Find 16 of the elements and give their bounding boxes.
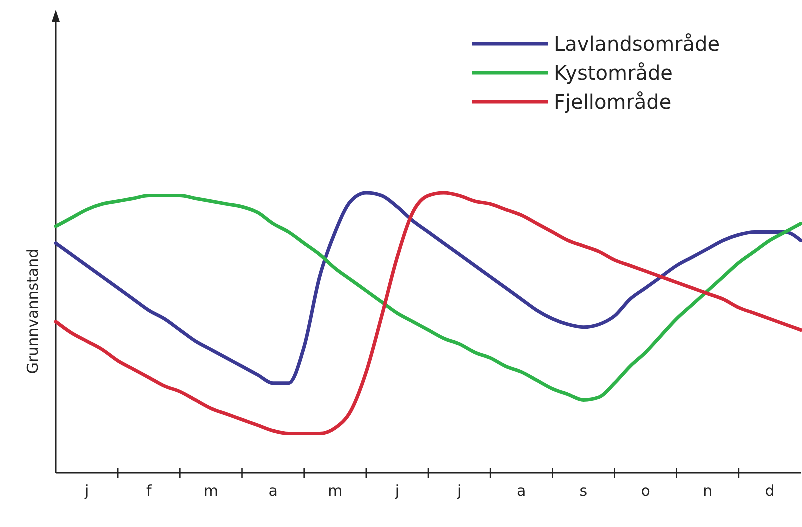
y-axis-title: Grunnvannstand <box>24 248 42 374</box>
x-tick-label: m <box>328 482 343 500</box>
x-tick-label: m <box>204 482 219 500</box>
legend-label: Lavlandsområde <box>554 32 720 56</box>
legend-label: Kystområde <box>554 61 673 85</box>
legend-label: Fjellområde <box>554 90 672 114</box>
x-tick-label: d <box>765 482 775 500</box>
x-tick-label: a <box>268 482 278 500</box>
x-tick-label: o <box>641 482 650 500</box>
x-tick-label: a <box>517 482 526 500</box>
x-tick-label: j <box>456 482 462 500</box>
x-tick-label: f <box>146 482 152 500</box>
x-tick-label: n <box>703 482 713 500</box>
x-tick-label: s <box>580 482 588 500</box>
x-tick-label: j <box>84 482 90 500</box>
x-tick-label: j <box>394 482 400 500</box>
